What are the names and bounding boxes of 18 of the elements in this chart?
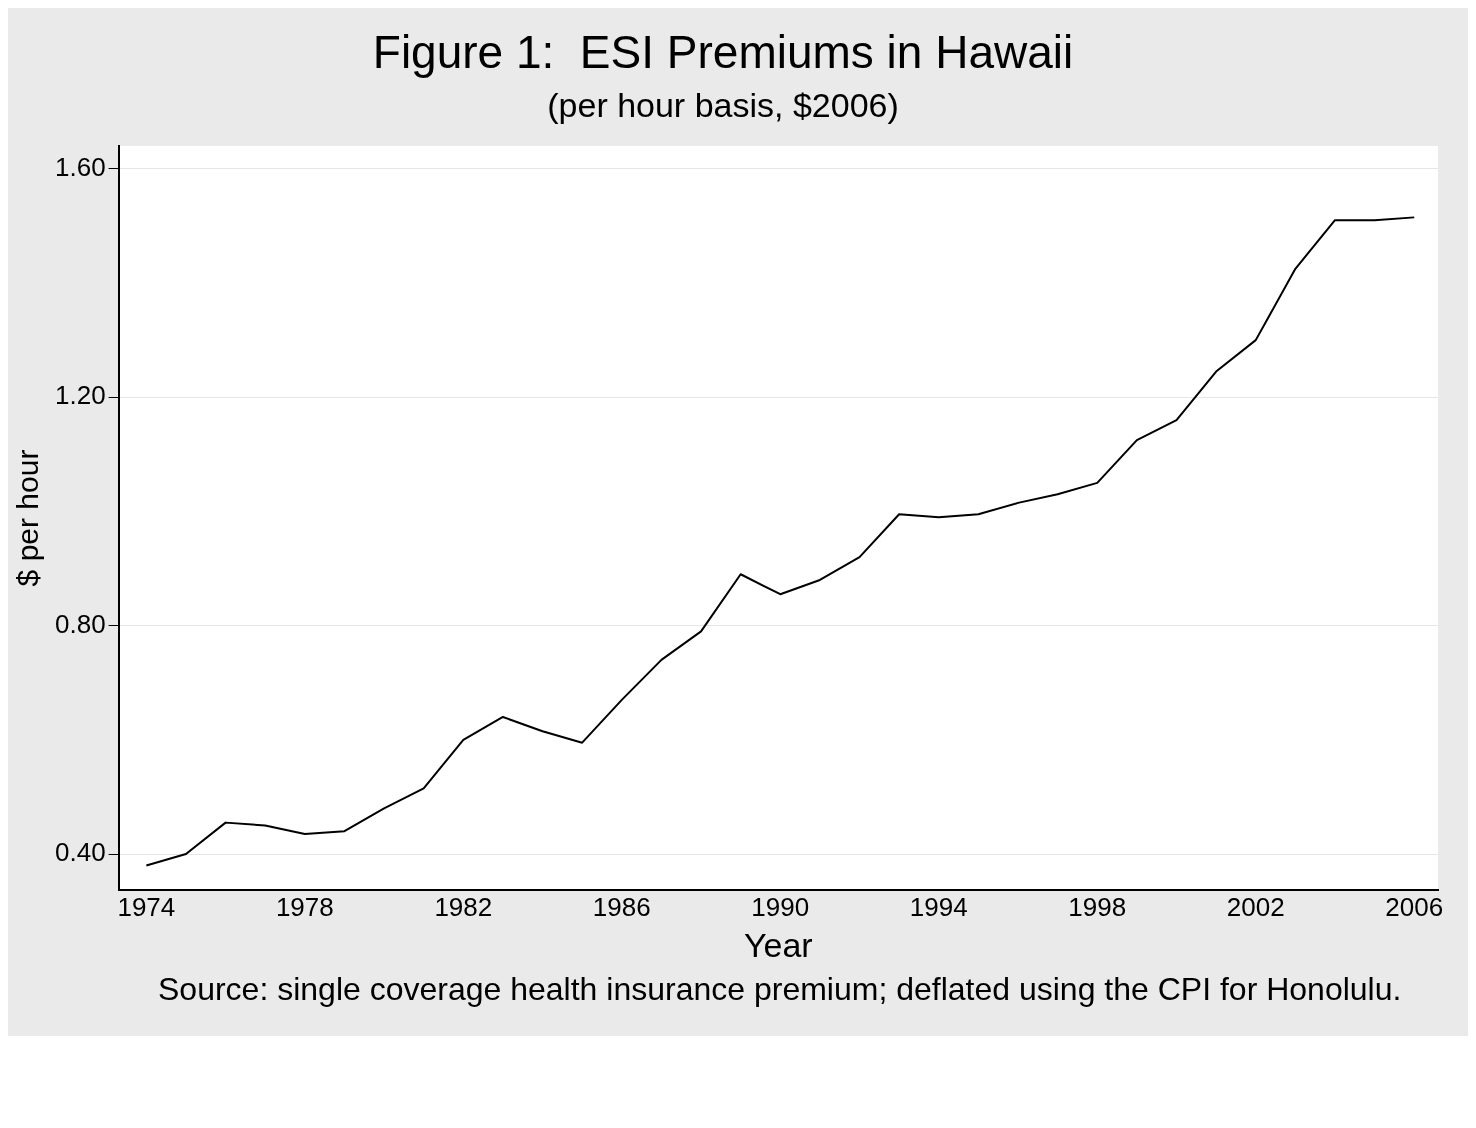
chart-title: Figure 1: ESI Premiums in Hawaii xyxy=(372,26,1074,79)
x-axis-title: Year xyxy=(743,925,813,964)
x-tick-label: 1986 xyxy=(592,891,651,922)
x-tick-label: 1978 xyxy=(275,891,334,922)
y-tick-label: 1.20 xyxy=(54,380,106,411)
chart-subtitle: (per hour basis, $2006) xyxy=(547,85,899,124)
x-tick-label: 1990 xyxy=(751,891,810,922)
x-tick-label: 1974 xyxy=(117,891,176,922)
source-note: Source: single coverage health insurance premium; deflated using the CPI for Honolulu. xyxy=(158,971,1403,1007)
x-tick-label: 1998 xyxy=(1068,891,1127,922)
y-axis-title: $ per hour xyxy=(11,449,45,587)
y-tick-label: 1.60 xyxy=(54,152,106,183)
x-tick-label: 2006 xyxy=(1385,891,1444,922)
y-tick-label: 0.80 xyxy=(54,608,106,639)
x-tick-label: 1982 xyxy=(434,891,493,922)
x-tick-label: 1994 xyxy=(909,891,968,922)
x-tick-label: 2002 xyxy=(1226,891,1285,922)
y-tick-label: 0.40 xyxy=(54,837,106,868)
